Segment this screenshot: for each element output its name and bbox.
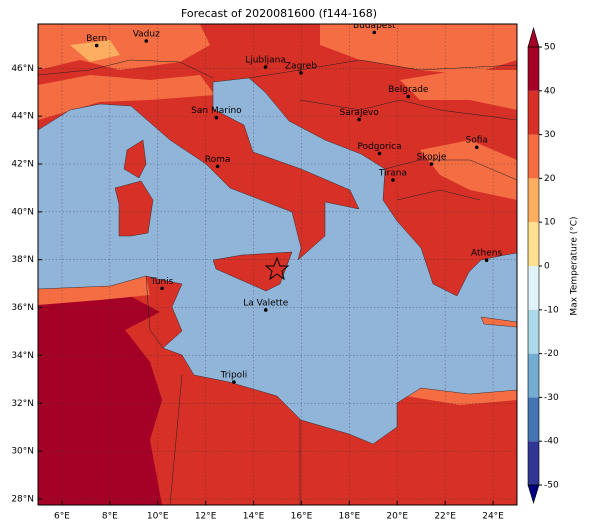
x-tick-label: 8°E bbox=[102, 512, 118, 522]
city-dot bbox=[160, 286, 164, 291]
city-dot bbox=[263, 308, 268, 312]
city-label: Belgrade bbox=[388, 85, 429, 95]
colorbar-tick-label: -30 bbox=[544, 393, 559, 403]
x-tick-label: 14°E bbox=[243, 512, 265, 522]
colorbar-bin bbox=[528, 47, 539, 91]
temp-zone bbox=[400, 70, 517, 110]
colorbar-tick-label: 20 bbox=[544, 174, 556, 184]
city-label: San Marino bbox=[191, 106, 242, 116]
city-label: Budapest bbox=[353, 21, 396, 31]
colorbar-tick-label: -20 bbox=[544, 349, 559, 359]
y-tick-label: 42°N bbox=[11, 159, 34, 169]
temp-zone bbox=[38, 75, 215, 120]
city-dot bbox=[215, 164, 220, 169]
temp-zone bbox=[38, 24, 210, 70]
city-dot bbox=[406, 94, 411, 99]
city-label: Athens bbox=[471, 249, 502, 259]
colorbar-label: Max Temperature (°C) bbox=[570, 216, 580, 315]
y-tick-label: 38°N bbox=[11, 255, 34, 265]
city-label: Bern bbox=[86, 34, 107, 44]
colorbar-extend bbox=[527, 26, 540, 48]
city-label: Roma bbox=[205, 155, 231, 165]
y-tick-label: 44°N bbox=[11, 112, 34, 122]
x-tick-label: 20°E bbox=[386, 512, 408, 522]
city-dot bbox=[214, 115, 219, 120]
city-label: Sofia bbox=[466, 136, 488, 146]
city-label: Tirana bbox=[378, 169, 407, 179]
colorbar-bin bbox=[528, 353, 539, 398]
x-tick-label: 18°E bbox=[339, 512, 361, 522]
colorbar-tick-label: 40 bbox=[544, 86, 556, 96]
colorbar-tick-label: 0 bbox=[544, 262, 550, 272]
city-dot bbox=[391, 178, 395, 182]
colorbar: -50 -40 -30 -20 -10 0 10 20 30 40 50 bbox=[527, 26, 559, 505]
colorbar-tick-label: 50 bbox=[544, 43, 556, 53]
colorbar-extend bbox=[527, 484, 540, 505]
grid bbox=[38, 24, 517, 505]
x-tick-label: 12°E bbox=[195, 512, 217, 522]
city-label: Vaduz bbox=[133, 29, 160, 39]
star-marker bbox=[264, 256, 290, 281]
temp-zone bbox=[320, 24, 517, 75]
city-dot bbox=[357, 117, 361, 122]
colorbar-bin bbox=[528, 397, 539, 442]
temp-zone bbox=[38, 276, 150, 305]
city-dot bbox=[232, 380, 236, 384]
city-dot bbox=[94, 43, 99, 48]
y-tick-label: 34°N bbox=[11, 351, 34, 361]
y-tick-label: 36°N bbox=[11, 303, 34, 313]
map-frame bbox=[37, 23, 518, 506]
colorbar-bin bbox=[528, 309, 539, 354]
city-dot bbox=[144, 39, 149, 43]
y-tick-label: 46°N bbox=[11, 64, 34, 74]
city-label: Podgorica bbox=[357, 142, 401, 152]
temp-zone bbox=[70, 40, 120, 62]
city-dot bbox=[484, 258, 489, 262]
city-label: Sarajevo bbox=[340, 108, 380, 118]
island bbox=[123, 139, 147, 179]
y-tick-label: 28°N bbox=[11, 495, 34, 505]
city-label: Ljubljana bbox=[245, 56, 286, 66]
x-tick-label: 24°E bbox=[482, 512, 504, 522]
colorbar-tick-label: -10 bbox=[544, 305, 559, 315]
axis-ticks: 6°E 8°E 10°E 12°E 14°E 16°E 18°E 20°E 22°E 24°E 28… bbox=[11, 64, 504, 522]
colorbar-bin bbox=[528, 441, 539, 485]
city-label: Skopje bbox=[417, 152, 447, 162]
x-tick-label: 6°E bbox=[54, 512, 70, 522]
x-tick-label: 22°E bbox=[434, 512, 456, 522]
island bbox=[114, 180, 154, 237]
island bbox=[480, 316, 517, 328]
city-label: Tripoli bbox=[220, 370, 248, 380]
x-tick-label: 10°E bbox=[147, 512, 169, 522]
city-dot bbox=[377, 151, 382, 156]
colorbar-bin bbox=[528, 178, 539, 223]
city-dot bbox=[299, 71, 303, 75]
city-dot bbox=[474, 145, 479, 150]
city-dot bbox=[372, 30, 377, 35]
colorbar-bin bbox=[528, 134, 539, 179]
y-tick-label: 30°N bbox=[11, 447, 34, 457]
island bbox=[212, 251, 293, 292]
city-dot bbox=[263, 65, 268, 69]
map-title: Forecast of 2020081600 (f144-168) bbox=[181, 7, 377, 20]
colorbar-tick-label: -50 bbox=[544, 481, 559, 491]
city-label: Tunis bbox=[150, 277, 174, 287]
country-border bbox=[38, 59, 517, 505]
city-label: La Valette bbox=[243, 298, 288, 308]
temp-zone bbox=[38, 290, 162, 505]
colorbar-bin bbox=[528, 90, 539, 135]
city-label: Zagreb bbox=[285, 61, 317, 71]
colorbar-bin bbox=[528, 222, 539, 266]
city-dot bbox=[429, 162, 434, 166]
colorbar-bin bbox=[528, 266, 539, 310]
x-tick-label: 16°E bbox=[291, 512, 313, 522]
colorbar-tick-label: 10 bbox=[544, 218, 556, 228]
colorbar-tick-label: 30 bbox=[544, 130, 556, 140]
y-tick-label: 32°N bbox=[11, 399, 34, 409]
colorbar-tick-label: -40 bbox=[544, 437, 559, 447]
y-tick-label: 40°N bbox=[11, 207, 34, 217]
